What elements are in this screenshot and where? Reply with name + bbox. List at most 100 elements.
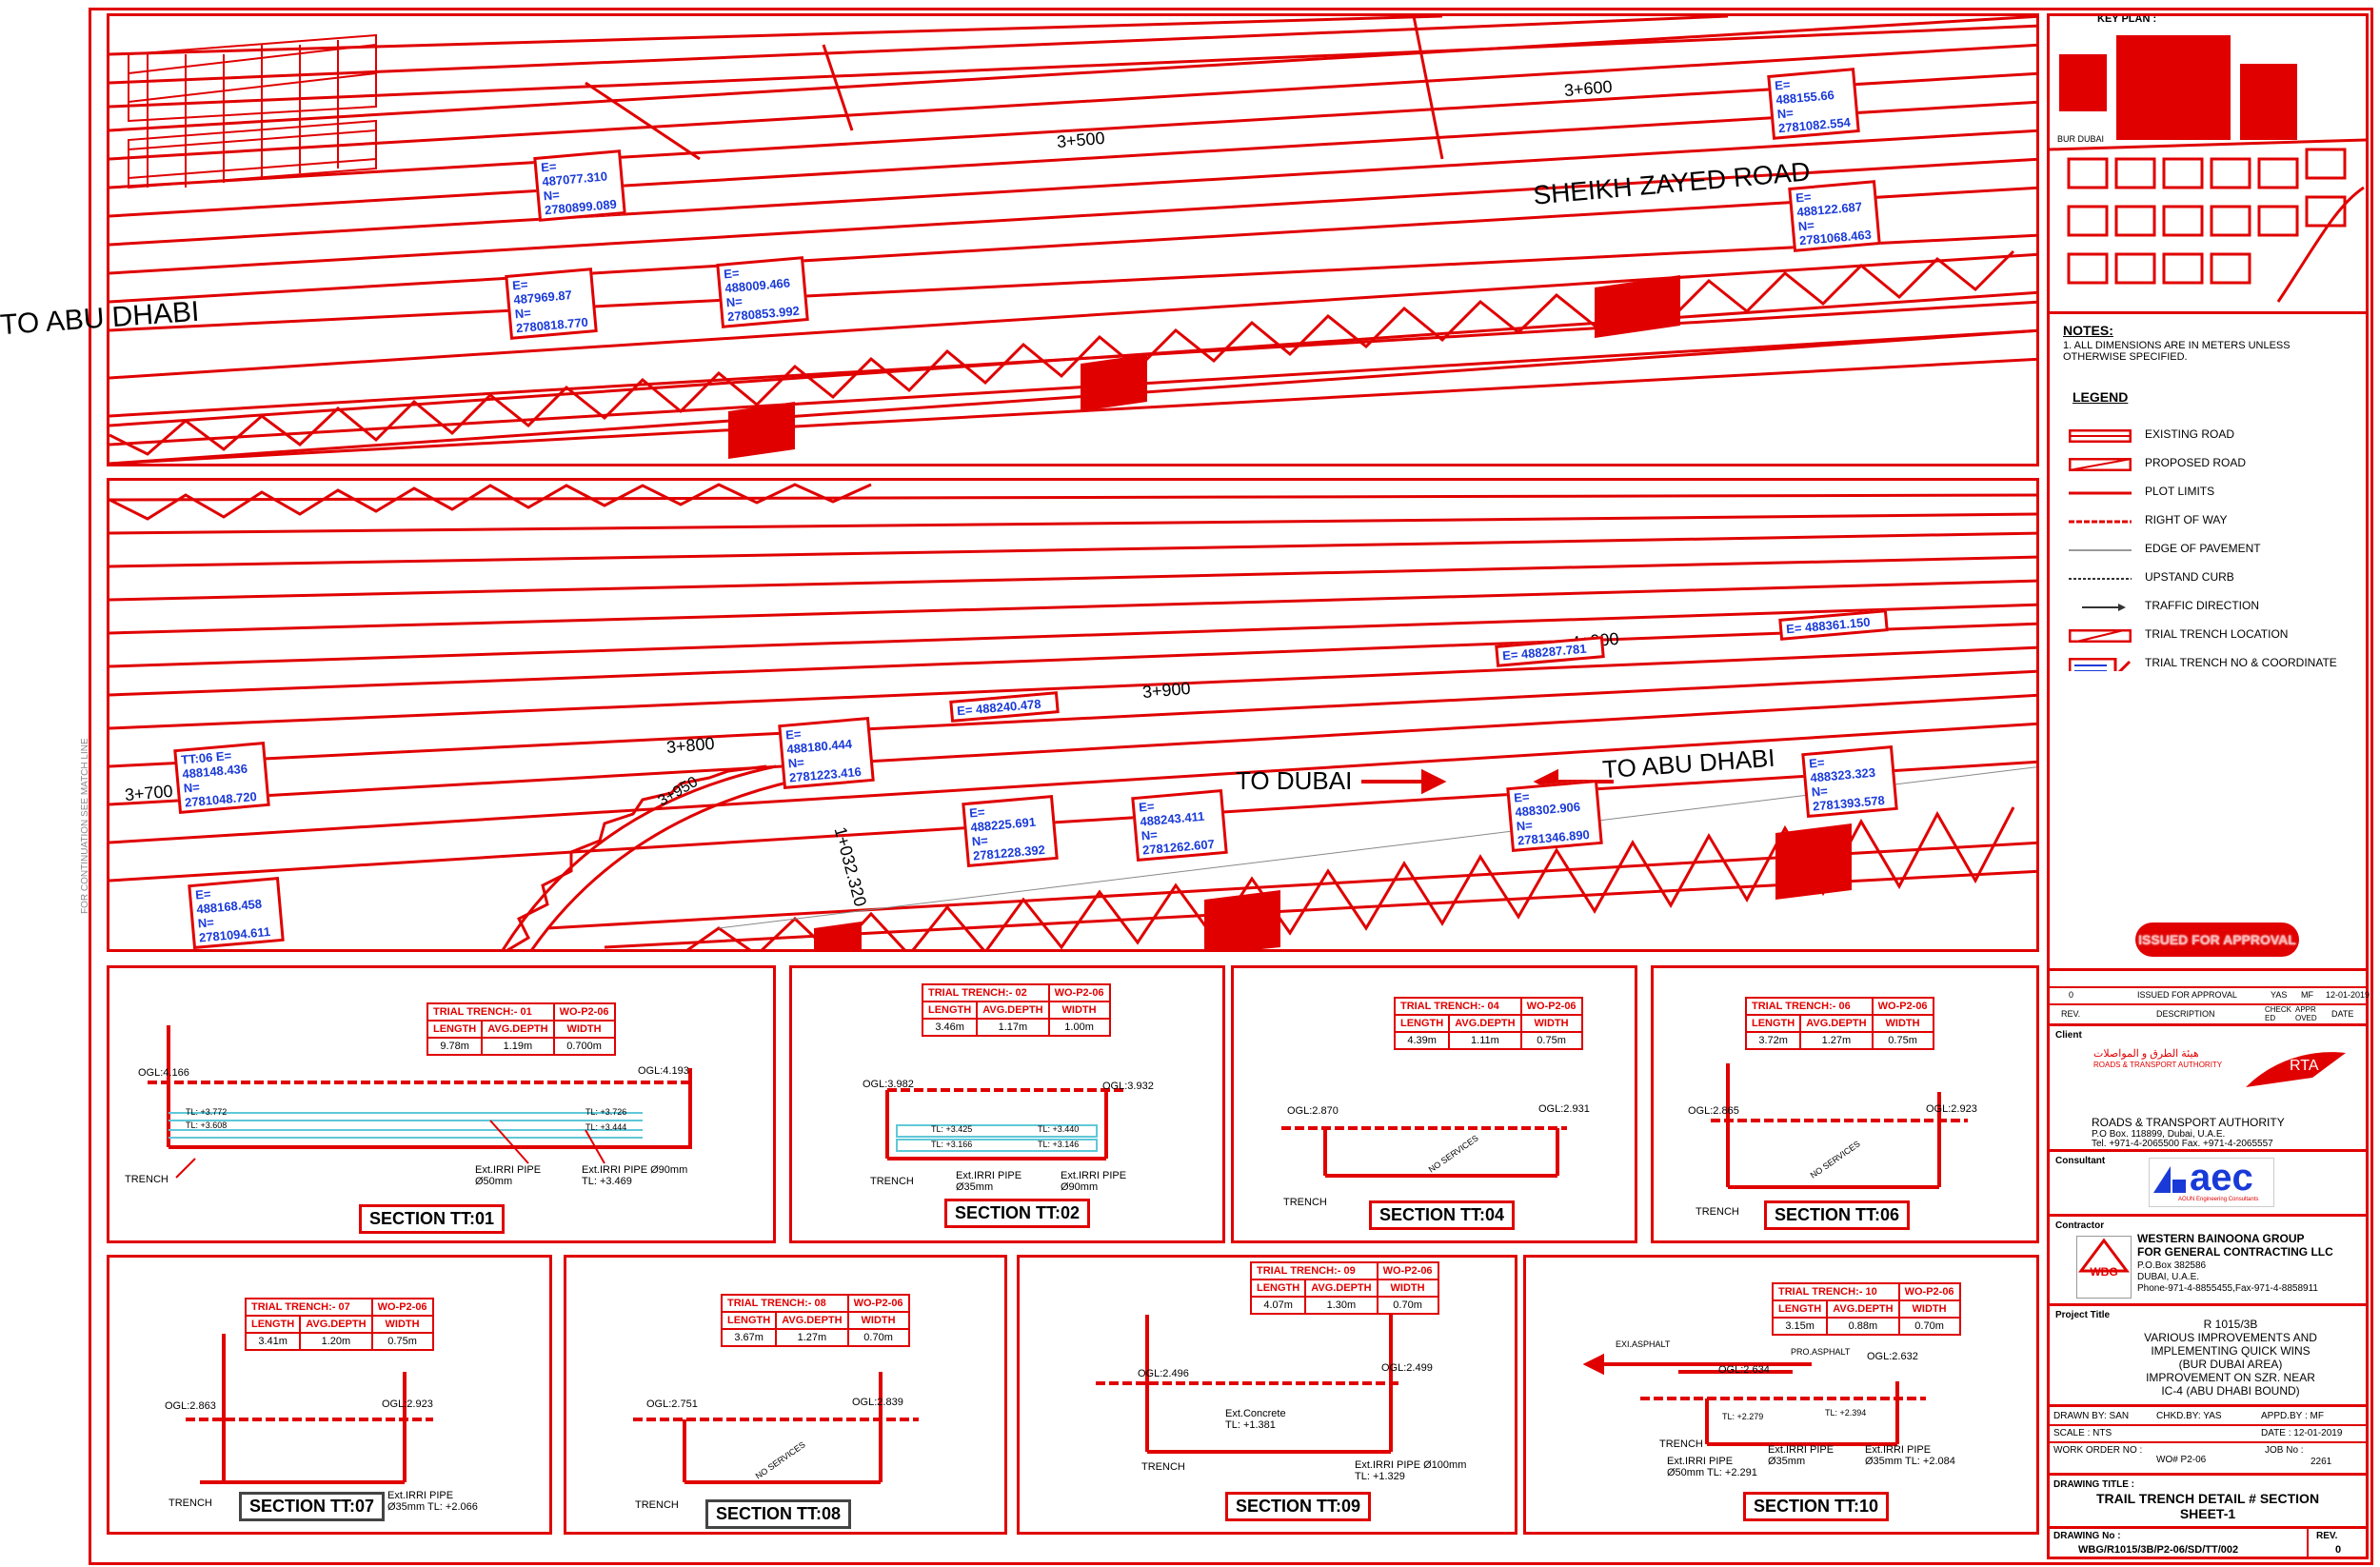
coord-box-4: E= 488122.687 N= 2781068.463 xyxy=(1788,180,1881,252)
legend-item-edge-of-pavement: EDGE OF PAVEMENT xyxy=(2069,540,2345,561)
trench-table-tt07: TRIAL TRENCH:- 07 WO-P2-06 LENGTH AVG.DEPT… xyxy=(244,1298,434,1351)
note-pipe: Ext.IRRI PIPE Ø35mm TL: +2.066 xyxy=(387,1490,478,1513)
rev-description: ISSUED FOR APPROVAL xyxy=(2137,990,2237,1000)
trial-trench-location-symbol xyxy=(2069,629,2132,643)
project-line-4: (BUR DUBAI AREA) xyxy=(2178,1358,2283,1371)
date: DATE : 12-01-2019 xyxy=(2261,1428,2343,1438)
key-plan-label: BUR DUBAI xyxy=(2057,134,2105,144)
rev-header-date: DATE xyxy=(2331,1009,2354,1019)
section-title-tt01: SECTION TT:01 xyxy=(359,1204,506,1234)
note-1: TL: +3.425 xyxy=(931,1124,973,1134)
contractor-line-1: WESTERN BAINOONA GROUP xyxy=(2137,1232,2305,1245)
trench-header: TRIAL TRENCH:- 04 xyxy=(1394,997,1522,1016)
note-pipe-2: Ext.IRRI PIPE Ø90mm TL: +3.469 xyxy=(582,1164,688,1187)
side-panel: KEY PLAN : BUR DUBAI NOTES: 1. xyxy=(2047,13,2370,1559)
section-panel-tt02: TRIAL TRENCH:- 02 WO-P2-06 LENGTH AVG.DEPT… xyxy=(789,965,1225,1243)
legend-item-plot-limits: PLOT LIMITS xyxy=(2069,483,2345,504)
val-width: 0.75m xyxy=(370,1332,434,1351)
val-width: 0.70m xyxy=(846,1328,910,1347)
note-pipe-2: Ext.IRRI PIPE Ø35mm xyxy=(1768,1444,1835,1467)
rev-header-rev: REV. xyxy=(2061,1009,2081,1019)
contractor-block: Contractor WBG WESTERN BAINOONA GROUP FO… xyxy=(2050,1214,2366,1304)
notes-item-1: 1. ALL DIMENSIONS ARE IN METERS UNLESS O… xyxy=(2063,340,2291,363)
wbg-logo-text: WBG xyxy=(2090,1265,2118,1279)
stamp-text: ISSUED FOR APPROVAL xyxy=(2138,932,2296,947)
col-depth: AVG.DEPTH xyxy=(976,1001,1050,1020)
ogl-left: OGL:4.166 xyxy=(138,1067,189,1079)
legend-label: TRIAL TRENCH NO & COORDINATE xyxy=(2145,656,2337,669)
rev-approved: MF xyxy=(2301,990,2313,1000)
col-width: WIDTH xyxy=(552,1020,616,1039)
col-depth: AVG.DEPTH xyxy=(1448,1014,1522,1033)
trench-header: TRIAL TRENCH:- 07 xyxy=(245,1298,373,1317)
section-title-tt04: SECTION TT:04 xyxy=(1369,1200,1516,1230)
client-name: ROADS & TRANSPORT AUTHORITY xyxy=(2092,1116,2285,1129)
note-trench: TRENCH xyxy=(169,1498,212,1509)
ogl-right: OGL:2.839 xyxy=(852,1397,903,1408)
chainage-3800: 3+800 xyxy=(665,733,716,758)
consultant-block: Consultant aec AOUN Engineering Consulta… xyxy=(2050,1149,2366,1215)
section-drawing-tt04 xyxy=(1281,1126,1567,1178)
aec-logo-icon xyxy=(2153,1166,2186,1193)
section-drawing-tt10 xyxy=(1582,1353,1926,1446)
legend-item-upstand-curb: UPSTAND CURB xyxy=(2069,568,2345,589)
right-of-way-symbol xyxy=(2069,520,2132,524)
legend-item-trial-trench-no: TRIAL TRENCH NO & COORDINATE xyxy=(2069,654,2345,675)
ogl-left: OGL:2.865 xyxy=(1688,1105,1739,1117)
note-pro-asphalt: PRO.ASPHALT xyxy=(1791,1347,1851,1357)
plan-top-drawing xyxy=(109,16,2036,464)
note-pipe-1: Ext.IRRI PIPE Ø35mm xyxy=(956,1170,1022,1193)
trench-wo: WO-P2-06 xyxy=(1047,983,1111,1002)
val-length: 3.46m xyxy=(921,1018,979,1037)
rev-header-approved: APPR OVED xyxy=(2295,1005,2317,1022)
coord-box-11: E= 488243.411 N= 2781262.607 xyxy=(1131,788,1228,863)
section-drawing-tt01 xyxy=(148,1025,692,1179)
val-depth: 1.19m xyxy=(481,1037,555,1056)
drawing-title-1: TRAIL TRENCH DETAIL # SECTION xyxy=(2095,1491,2320,1506)
val-length: 3.72m xyxy=(1744,1031,1802,1050)
coord-box-5: E= 488155.66 N= 2781082.554 xyxy=(1767,68,1860,140)
note-pipe-3: Ext.IRRI PIPE Ø35mm TL: +2.084 xyxy=(1865,1444,1955,1467)
coord-box-8: E= 488225.691 N= 2781228.392 xyxy=(962,794,1059,868)
ogl-right: OGL:2.923 xyxy=(382,1398,433,1410)
trench-header: TRIAL TRENCH:- 09 xyxy=(1250,1261,1378,1280)
note-exi-asphalt: EXI.ASPHALT xyxy=(1616,1339,1671,1349)
note-trench: TRENCH xyxy=(1283,1197,1327,1208)
col-width: WIDTH xyxy=(1897,1299,1961,1319)
job-no: 2261 xyxy=(2311,1457,2332,1467)
section-panel-tt06: TRIAL TRENCH:- 06 WO-P2-06 LENGTH AVG.DEPT… xyxy=(1651,965,2039,1243)
col-length: LENGTH xyxy=(244,1315,302,1334)
chainage-3600: 3+600 xyxy=(1563,76,1614,101)
legend-label: EDGE OF PAVEMENT xyxy=(2145,542,2261,555)
project-block: Project Title R 1015/3B VARIOUS IMPROVEM… xyxy=(2050,1303,2366,1405)
section-panel-tt07: TRIAL TRENCH:- 07 WO-P2-06 LENGTH AVG.DEPT… xyxy=(107,1255,552,1535)
proposed-road-symbol xyxy=(2069,458,2132,471)
coord-box-1: E= 487077.310 N= 2780899.089 xyxy=(533,149,626,222)
val-length: 3.67m xyxy=(720,1328,778,1347)
val-width: 0.75m xyxy=(1871,1031,1934,1050)
contractor-line-5: Phone-971-4-8855455,Fax-971-4-8858911 xyxy=(2137,1283,2318,1294)
legend-label: PROPOSED ROAD xyxy=(2145,456,2247,469)
drawing-title-2: SHEET-1 xyxy=(2179,1506,2236,1521)
note-trench: TRENCH xyxy=(635,1499,679,1511)
val-depth: 1.27m xyxy=(775,1328,849,1347)
coord-box-7: E= 488168.458 N= 2781094.611 xyxy=(188,876,285,949)
val-length: 3.41m xyxy=(244,1332,302,1351)
section-panel-tt08: TRIAL TRENCH:- 08 WO-P2-06 LENGTH AVG.DEPT… xyxy=(564,1255,1007,1535)
legend-label: TRAFFIC DIRECTION xyxy=(2145,599,2259,612)
val-width: 0.700m xyxy=(552,1037,616,1056)
trial-trench-no-symbol xyxy=(2069,658,2132,671)
section-title-tt02: SECTION TT:02 xyxy=(944,1199,1091,1228)
note-4: TL: +3.444 xyxy=(585,1122,627,1132)
note-pipe-2: Ext.IRRI PIPE Ø90mm xyxy=(1061,1170,1127,1193)
rta-logo-icon: RTA xyxy=(2246,1052,2346,1087)
rev-header-description: DESCRIPTION xyxy=(2156,1009,2215,1019)
ogl-left: OGL:3.982 xyxy=(863,1079,914,1090)
section-drawing-tt02 xyxy=(885,1088,1125,1160)
ogl-left: OGL:2.496 xyxy=(1138,1368,1189,1379)
coord-box-6: TT:06 E= 488148.436 N= 2781048.720 xyxy=(173,741,270,815)
job-no-label: JOB No : xyxy=(2265,1445,2304,1456)
ogl-left: OGL:2.870 xyxy=(1287,1105,1339,1117)
client-name-small: ROADS & TRANSPORT AUTHORITY xyxy=(2093,1061,2223,1069)
rev-label: REV. xyxy=(2316,1531,2338,1541)
